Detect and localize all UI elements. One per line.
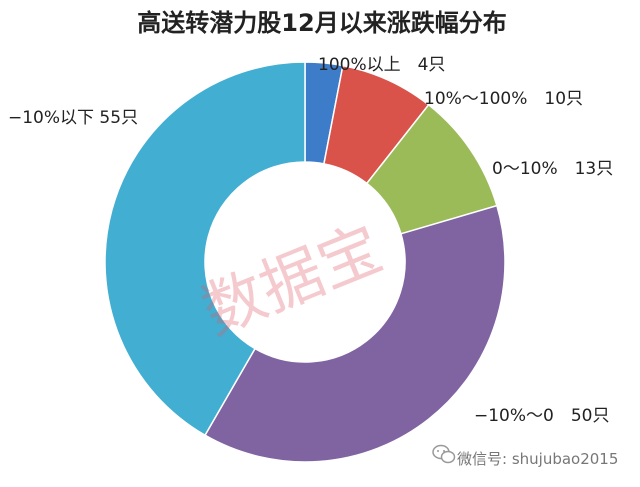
footer: 微信号: shujubao2015 [432,444,618,468]
slice-below-minus10 [104,61,306,437]
data-label-0-to-10: 0～10% 13只 [492,159,613,179]
wechat-icon [432,444,456,464]
data-labels: 100%以上 4只 10%～100% 10只 0～10% 13只 −10%～0 50只… [8,55,613,426]
chart-title: 高送转潜力股12月以来涨跌幅分布 [137,9,506,37]
data-label-over-100: 100%以上 4只 [318,55,445,75]
data-label-below-minus10: −10%以下 55只 [8,108,138,128]
wechat-id-text: 微信号: shujubao2015 [457,450,618,468]
slice-minus10-to-0 [203,204,506,463]
data-label-minus10-to-0: −10%～0 50只 [474,406,609,426]
donut-slices [104,61,506,463]
watermark-text: 数据宝 [192,211,392,348]
data-label-10-to-100: 10%～100% 10只 [424,89,583,109]
